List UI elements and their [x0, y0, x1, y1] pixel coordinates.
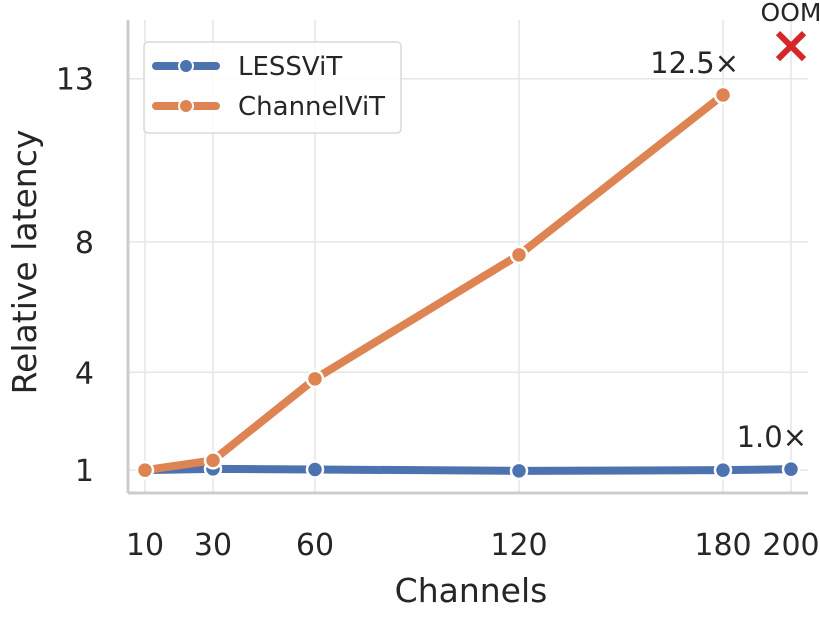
data-point-ChannelViT-10	[135, 460, 155, 480]
data-point-ChannelViT-120	[509, 245, 529, 265]
x-tick-label-180: 180	[694, 528, 751, 563]
series-line-LESSViT	[141, 464, 795, 475]
x-tick-label-60: 60	[296, 528, 334, 563]
x-tick-label-200: 200	[762, 528, 819, 563]
x-axis-title: Channels	[395, 571, 548, 610]
y-axis-title: Relative latency	[5, 130, 44, 395]
data-point-ChannelViT-180	[713, 85, 733, 105]
y-tick-label-4: 4	[75, 356, 94, 391]
y-tick-label-13: 13	[56, 63, 94, 98]
annotation-12.5×: 12.5×	[650, 46, 739, 80]
y-tick-label-8: 8	[75, 226, 94, 261]
x-tick-label-10: 10	[126, 528, 164, 563]
oom-marker	[775, 30, 807, 62]
legend: LESSViT ChannelViT	[143, 41, 402, 134]
legend-label-ChannelViT: ChannelViT	[238, 92, 385, 122]
oom-label: OOM	[761, 0, 820, 27]
data-point-LESSViT-60	[305, 460, 325, 479]
y-tick-label-1: 1	[75, 454, 94, 489]
data-point-ChannelViT-30	[203, 451, 223, 470]
x-tick-label-120: 120	[490, 528, 547, 563]
series-layer	[135, 85, 801, 481]
series-line-ChannelViT	[141, 91, 727, 475]
x-tick-label-30: 30	[194, 528, 232, 563]
legend-label-LESSViT: LESSViT	[238, 52, 342, 82]
data-point-ChannelViT-60	[305, 369, 325, 389]
axes: 10 30 60 120 180 200 1 4 8 13	[56, 20, 820, 563]
legend-marker-LESSViT	[178, 58, 194, 74]
annotation-1.0×: 1.0×	[737, 420, 807, 454]
annotations-layer: 12.5× 1.0× OOM	[650, 0, 820, 454]
data-point-LESSViT-200	[781, 459, 801, 479]
legend-marker-ChannelViT	[178, 98, 194, 114]
data-point-LESSViT-120	[509, 461, 529, 481]
data-point-LESSViT-180	[713, 460, 733, 480]
